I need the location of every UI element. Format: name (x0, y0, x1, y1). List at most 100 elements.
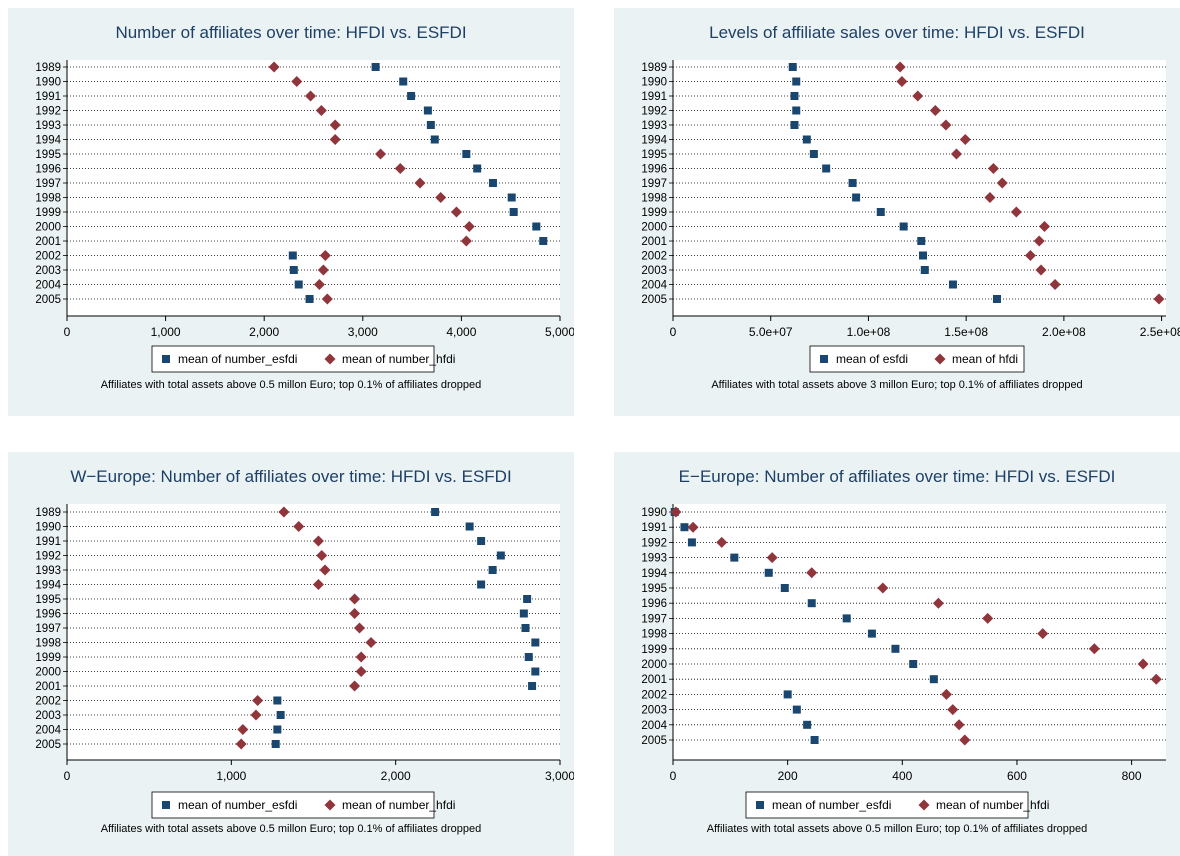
hfdi-marker (670, 506, 682, 518)
hfdi-marker (450, 206, 462, 218)
hfdi-marker (394, 163, 406, 174)
legend-box (151, 345, 435, 373)
hfdi-marker (319, 564, 331, 576)
esfdi-marker (848, 179, 857, 187)
esfdi-marker (680, 523, 689, 532)
legend-label: mean of number_esfdi (178, 798, 297, 812)
chart-svg: Number of affiliates over time: HFDI vs.… (35, 23, 574, 391)
x-tick-label: 400 (892, 769, 912, 783)
hfdi-marker (1039, 221, 1051, 232)
hfdi-marker (237, 724, 249, 735)
esfdi-marker (842, 614, 851, 623)
y-tick-label: 2004 (641, 720, 667, 732)
hfdi-marker (766, 552, 778, 564)
x-tick-label: 0 (670, 325, 677, 339)
esfdi-marker (488, 179, 497, 187)
esfdi-marker (521, 624, 530, 632)
y-tick-label: 1992 (35, 106, 61, 118)
esfdi-marker (423, 106, 432, 115)
legend-box (809, 345, 1025, 373)
hfdi-marker (355, 666, 367, 677)
legend-square-icon (820, 355, 828, 363)
y-tick-label: 2002 (641, 251, 667, 263)
esfdi-marker (899, 222, 908, 231)
y-tick-label: 1991 (35, 536, 61, 548)
legend-box (745, 791, 1029, 819)
esfdi-marker (792, 106, 801, 115)
hfdi-marker (716, 536, 728, 548)
chart-note: Affiliates with total assets above 0.5 m… (101, 823, 482, 835)
y-tick-label: 2002 (641, 689, 667, 701)
esfdi-marker (288, 251, 297, 260)
hfdi-marker (806, 567, 818, 579)
hfdi-marker (313, 279, 325, 290)
y-tick-label: 2003 (641, 265, 667, 277)
y-tick-label: 1996 (35, 164, 61, 176)
y-tick-label: 2000 (641, 222, 667, 234)
y-tick-label: 2003 (35, 265, 61, 277)
x-tick-label: 0 (64, 769, 71, 783)
hfdi-marker (982, 612, 994, 624)
y-tick-label: 1992 (641, 106, 667, 118)
y-tick-label: 1990 (641, 77, 667, 89)
esfdi-marker (509, 208, 518, 216)
hfdi-marker (278, 506, 290, 518)
hfdi-marker (1033, 235, 1045, 247)
chart-svg: W−Europe: Number of affiliates over time… (35, 467, 574, 835)
hfdi-marker (1024, 250, 1036, 261)
esfdi-marker (876, 208, 885, 216)
y-tick-label: 1993 (641, 120, 667, 132)
esfdi-marker (477, 537, 486, 545)
y-tick-label: 1997 (641, 613, 667, 625)
hfdi-marker (940, 688, 952, 700)
x-tick-label: 2,000 (381, 769, 411, 783)
y-tick-label: 2004 (35, 725, 61, 737)
esfdi-marker (271, 740, 280, 748)
hfdi-marker (291, 76, 303, 87)
hfdi-marker (315, 105, 327, 116)
esfdi-marker (477, 580, 486, 589)
x-tick-label: 1.0e+08 (847, 325, 891, 339)
hfdi-marker (414, 177, 426, 189)
y-tick-label: 1996 (641, 598, 667, 610)
chart-title: E−Europe: Number of affiliates over time… (679, 467, 1116, 486)
hfdi-marker (375, 148, 387, 160)
hfdi-marker (312, 579, 324, 590)
y-tick-label: 1993 (641, 553, 667, 565)
legend-diamond-icon (324, 353, 336, 365)
y-tick-label: 1998 (641, 629, 667, 641)
hfdi-marker (959, 734, 971, 746)
y-tick-label: 1996 (641, 164, 667, 176)
hfdi-marker (316, 550, 328, 561)
x-tick-label: 1.5e+08 (944, 325, 988, 339)
legend-label: mean of number_esfdi (772, 798, 891, 812)
plot-area (67, 504, 560, 760)
esfdi-marker (867, 629, 876, 638)
y-tick-label: 1997 (35, 178, 61, 190)
x-tick-label: 5,000 (545, 325, 574, 339)
esfdi-marker (803, 720, 812, 729)
y-tick-label: 1994 (641, 568, 667, 580)
legend-diamond-icon (918, 799, 930, 811)
chart-title: W−Europe: Number of affiliates over time… (70, 467, 511, 486)
hfdi-marker (1153, 293, 1165, 305)
hfdi-marker (463, 221, 475, 232)
hfdi-marker (959, 134, 971, 145)
plot-area (673, 60, 1166, 316)
y-tick-label: 2004 (641, 280, 667, 292)
esfdi-marker (809, 150, 818, 158)
legend-diamond-icon (324, 799, 336, 811)
hfdi-marker (319, 250, 331, 261)
chart-title: Levels of affiliate sales over time: HFD… (709, 23, 1085, 42)
hfdi-marker (953, 719, 965, 731)
esfdi-marker (810, 736, 819, 744)
esfdi-marker (929, 675, 938, 684)
esfdi-marker (822, 164, 831, 173)
hfdi-marker (894, 61, 906, 73)
esfdi-marker (426, 121, 435, 129)
hfdi-marker (365, 637, 377, 648)
hfdi-marker (1088, 643, 1100, 655)
y-tick-label: 2003 (641, 705, 667, 717)
hfdi-marker (329, 134, 341, 145)
x-tick-label: 4,000 (446, 325, 476, 339)
